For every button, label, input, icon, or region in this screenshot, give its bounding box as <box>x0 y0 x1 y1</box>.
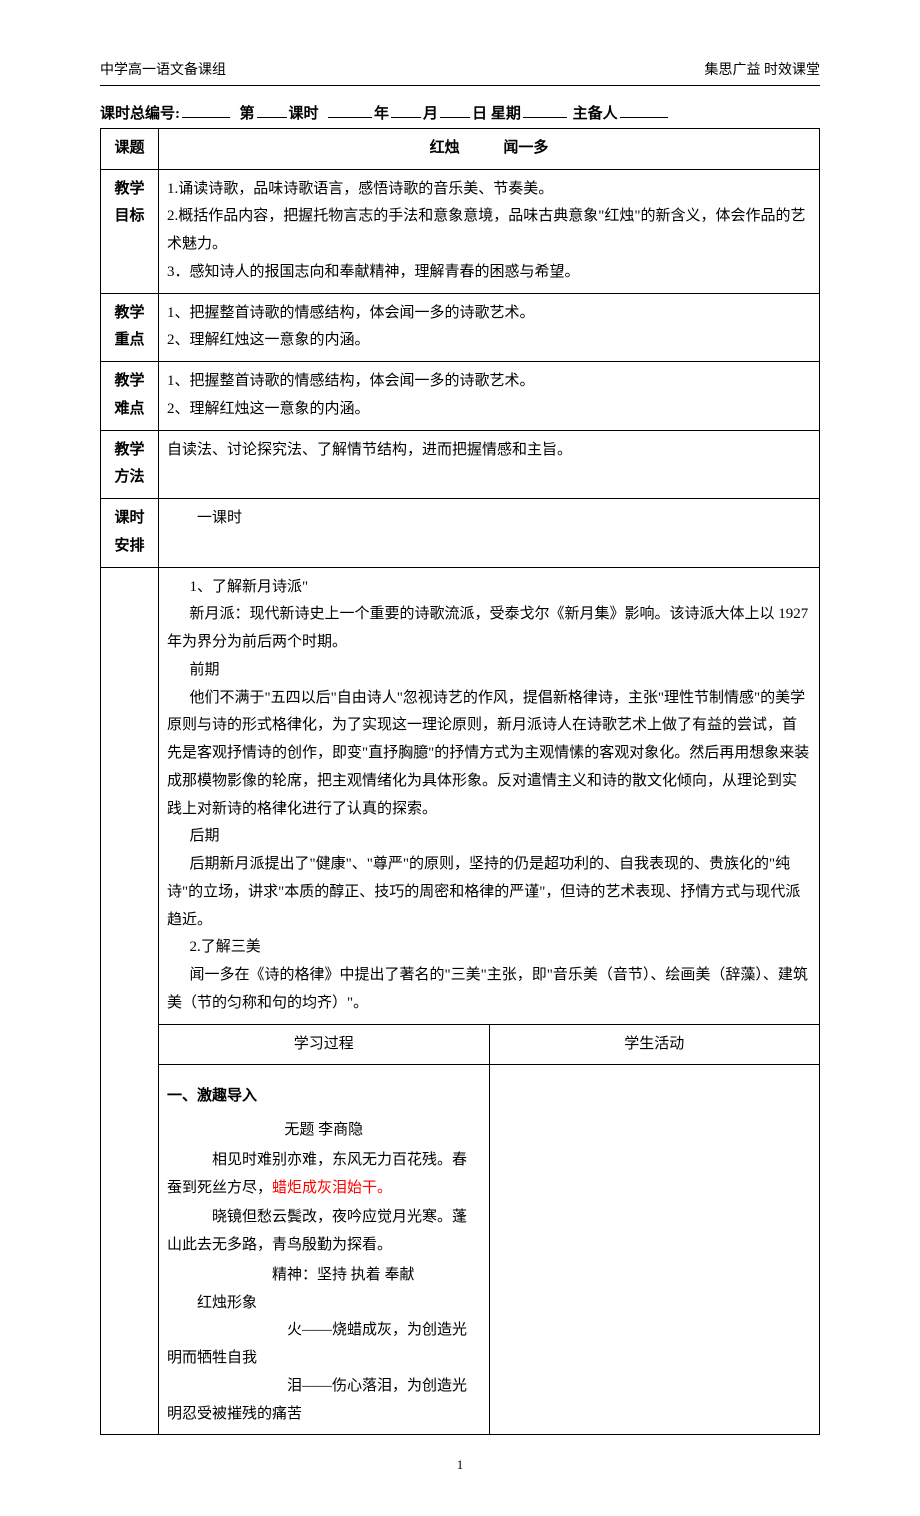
poem-line-2: 晓镜但愁云鬓改，夜吟应觉月光寒。蓬山此去无多路，青鸟殷勤为探看。 <box>167 1204 481 1260</box>
difficulty-content: 1、把握整首诗歌的情感结构，体会闻一多的诗歌艺术。 2、理解红烛这一意象的内涵。 <box>159 362 820 431</box>
keypoint-content: 1、把握整首诗歌的情感结构，体会闻一多的诗歌艺术。 2、理解红烛这一意象的内涵。 <box>159 293 820 362</box>
k7: 2.了解三美 <box>167 934 811 962</box>
time-content: 一课时 <box>159 499 820 568</box>
goal-1: 1.诵读诗歌，品味诗歌语言，感悟诗歌的音乐美、节奏美。 <box>167 176 811 204</box>
label-topic: 课题 <box>101 128 159 169</box>
work-title: 红烛 <box>430 140 460 156</box>
process-left: 学习过程 <box>159 1024 490 1065</box>
keypoint-1: 1、把握整首诗歌的情感结构，体会闻一多的诗歌艺术。 <box>167 300 811 328</box>
row-body: 一、激趣导入 无题 李商隐 相见时难别亦难，东风无力百花残。春蚕到死丝方尽，蜡炬… <box>101 1065 820 1435</box>
poem-1b-red: 蜡炬成灰泪始干。 <box>272 1180 392 1196</box>
poem-title: 无题 李商隐 <box>167 1117 481 1145</box>
body-content: 一、激趣导入 无题 李商隐 相见时难别亦难，东风无力百花残。春蚕到死丝方尽，蜡炬… <box>159 1065 490 1435</box>
goal-content: 1.诵读诗歌，品味诗歌语言，感悟诗歌的音乐美、节奏美。 2.概括作品内容，把握托… <box>159 169 820 293</box>
row-keypoint: 教学重点 1、把握整首诗歌的情感结构，体会闻一多的诗歌艺术。 2、理解红烛这一意… <box>101 293 820 362</box>
row-knowledge: 1、了解新月诗派" 新月派：现代新诗史上一个重要的诗歌流派，受泰戈尔《新月集》影… <box>101 567 820 1024</box>
label-period-pre: 第 <box>240 102 255 126</box>
k5: 后期 <box>167 823 811 851</box>
page-header: 中学高一语文备课组 集思广益 时效课堂 <box>100 60 820 86</box>
label-period-suf: 课时 <box>289 102 319 126</box>
label-total-no: 课时总编号: <box>100 102 180 126</box>
row-time: 课时安排 一课时 <box>101 499 820 568</box>
process-right: 学生活动 <box>489 1024 820 1065</box>
label-month: 月 <box>423 102 438 126</box>
blank-day <box>440 101 470 118</box>
label-time: 课时安排 <box>101 499 159 568</box>
label-year: 年 <box>374 102 389 126</box>
label-knowledge-empty <box>101 567 159 1435</box>
label-day: 日 <box>472 102 487 126</box>
blank-weekday <box>523 101 567 118</box>
k3: 前期 <box>167 657 811 685</box>
label-weekday: 星期 <box>491 102 521 126</box>
row-difficulty: 教学难点 1、把握整首诗歌的情感结构，体会闻一多的诗歌艺术。 2、理解红烛这一意… <box>101 362 820 431</box>
time-text: 一课时 <box>167 505 811 533</box>
blank-year <box>328 101 372 118</box>
difficulty-1: 1、把握整首诗歌的情感结构，体会闻一多的诗歌艺术。 <box>167 368 811 396</box>
row-goal: 教学目标 1.诵读诗歌，品味诗歌语言，感悟诗歌的音乐美、节奏美。 2.概括作品内… <box>101 169 820 293</box>
goal-3: 3．感知诗人的报国志向和奉献精神，理解青春的困惑与希望。 <box>167 259 811 287</box>
tear-line: 泪——伤心落泪，为创造光明忍受被摧残的痛苦 <box>167 1373 481 1429</box>
row-topic: 课题 红烛 闻一多 <box>101 128 820 169</box>
blank-author <box>620 101 668 118</box>
method-content: 自读法、讨论探究法、了解情节结构，进而把握情感和主旨。 <box>159 430 820 499</box>
image-label: 红烛形象 <box>167 1290 481 1318</box>
fire-line: 火——烧蜡成灰，为创造光明而牺牲自我 <box>167 1317 481 1373</box>
header-right: 集思广益 时效课堂 <box>705 60 821 82</box>
label-keypoint: 教学重点 <box>101 293 159 362</box>
spirit-line: 精神：坚持 执着 奉献 <box>167 1262 481 1290</box>
label-goal: 教学目标 <box>101 169 159 293</box>
topic-content: 红烛 闻一多 <box>159 128 820 169</box>
page-number: 1 <box>100 1455 820 1476</box>
k6: 后期新月派提出了"健康"、"尊严"的原则，坚持的仍是超功利的、自我表现的、贵族化… <box>167 851 811 934</box>
lesson-meta-line: 课时总编号: 第 课时 年 月 日 星期 主备人 <box>100 101 820 126</box>
label-difficulty: 教学难点 <box>101 362 159 431</box>
k4: 他们不满于"五四以后"自由诗人"忽视诗艺的作风，提倡新格律诗，主张"理性节制情感… <box>167 685 811 824</box>
student-activity-cell <box>489 1065 820 1435</box>
work-author: 闻一多 <box>503 140 548 156</box>
blank-month <box>391 101 421 118</box>
goal-2: 2.概括作品内容，把握托物言志的手法和意象意境，品味古典意象"红烛"的新含义，体… <box>167 203 811 259</box>
poem-line-1: 相见时难别亦难，东风无力百花残。春蚕到死丝方尽，蜡炬成灰泪始干。 <box>167 1147 481 1203</box>
blank-total-no <box>182 101 230 118</box>
knowledge-content: 1、了解新月诗派" 新月派：现代新诗史上一个重要的诗歌流派，受泰戈尔《新月集》影… <box>159 567 820 1024</box>
blank-period <box>257 101 287 118</box>
label-author: 主备人 <box>573 102 618 126</box>
label-method: 教学方法 <box>101 430 159 499</box>
lesson-plan-table: 课题 红烛 闻一多 教学目标 1.诵读诗歌，品味诗歌语言，感悟诗歌的音乐美、节奏… <box>100 128 820 1436</box>
k1: 1、了解新月诗派" <box>167 574 811 602</box>
row-method: 教学方法 自读法、讨论探究法、了解情节结构，进而把握情感和主旨。 <box>101 430 820 499</box>
keypoint-2: 2、理解红烛这一意象的内涵。 <box>167 327 811 355</box>
k8: 闻一多在《诗的格律》中提出了著名的"三美"主张，即"音乐美（音节）、绘画美（辞藻… <box>167 962 811 1018</box>
section-intro: 一、激趣导入 <box>167 1083 481 1111</box>
k2: 新月派：现代新诗史上一个重要的诗歌流派，受泰戈尔《新月集》影响。该诗派大体上以 … <box>167 601 811 657</box>
header-left: 中学高一语文备课组 <box>100 60 226 82</box>
difficulty-2: 2、理解红烛这一意象的内涵。 <box>167 396 811 424</box>
row-process-header: 学习过程 学生活动 <box>101 1024 820 1065</box>
